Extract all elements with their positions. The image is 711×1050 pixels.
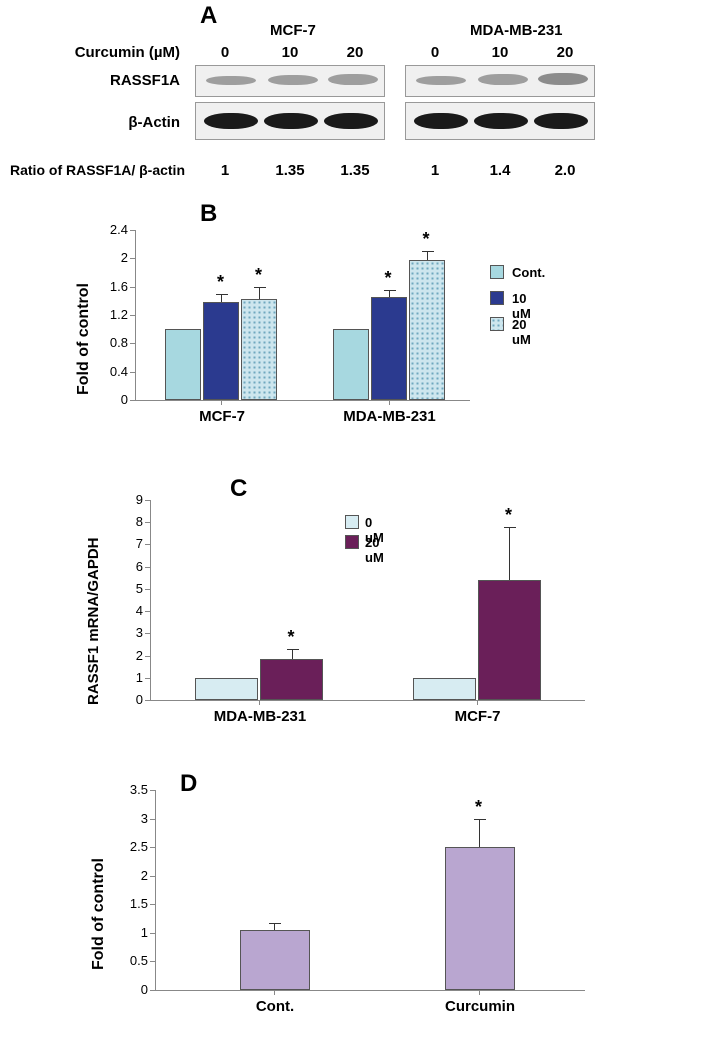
ratio-b0: 1 — [415, 162, 455, 179]
chart-b: Fold of control 00.40.81.21.622.4MCF-7**… — [105, 220, 475, 430]
legend-c-0-swatch — [345, 515, 359, 529]
treatment-label: Curcumin (µM) — [20, 44, 180, 61]
legend-b-cont-swatch — [490, 265, 504, 279]
legend-b-20: 20 uM — [512, 317, 531, 347]
blot-bactin-mda — [405, 102, 595, 140]
chart-b-ylabel: Fold of control — [75, 283, 93, 395]
row-bactin: β-Actin — [60, 114, 180, 131]
blot-rassf1a-mda — [405, 65, 595, 97]
dose-a0: 0 — [205, 44, 245, 61]
dose-b2: 20 — [545, 44, 585, 61]
ratio-a0: 1 — [205, 162, 245, 179]
legend-b-cont: Cont. — [512, 265, 545, 280]
row-rassf1a: RASSF1A — [60, 72, 180, 89]
figure-root: A MCF-7 MDA-MB-231 Curcumin (µM) 0 10 20… — [0, 0, 711, 1050]
dose-b1: 10 — [480, 44, 520, 61]
ratio-a2: 1.35 — [330, 162, 380, 179]
legend-c-20-swatch — [345, 535, 359, 549]
legend-c-20: 20 uM — [365, 535, 384, 565]
legend-b-10-swatch — [490, 291, 504, 305]
ratio-a1: 1.35 — [265, 162, 315, 179]
legend-b-20-swatch — [490, 317, 504, 331]
blot-rassf1a-mcf7 — [195, 65, 385, 97]
dose-b0: 0 — [415, 44, 455, 61]
ratio-label: Ratio of RASSF1A/ β-actin — [0, 162, 185, 178]
blot-bactin-mcf7 — [195, 102, 385, 140]
header-mcf7: MCF-7 — [270, 22, 316, 39]
chart-d-ylabel: Fold of control — [90, 858, 108, 970]
panel-a: MCF-7 MDA-MB-231 Curcumin (µM) 0 10 20 0… — [0, 22, 680, 212]
chart-d: Fold of control 00.511.522.533.5Cont.Cur… — [120, 780, 590, 1020]
dose-a2: 20 — [335, 44, 375, 61]
ratio-b1: 1.4 — [475, 162, 525, 179]
chart-c-ylabel: RASSF1 mRNA/GAPDH — [85, 537, 102, 705]
ratio-b2: 2.0 — [540, 162, 590, 179]
header-mda: MDA-MB-231 — [470, 22, 563, 39]
dose-a1: 10 — [270, 44, 310, 61]
